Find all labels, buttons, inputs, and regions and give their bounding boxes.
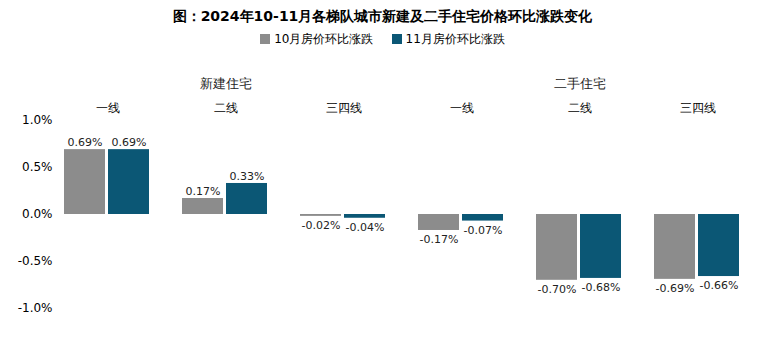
html-text:11月房价环比涨跌: 11月房价环比涨跌 xyxy=(405,31,505,46)
svg-text:-0.5%: -0.5% xyxy=(18,254,53,268)
svg-text:新建住宅: 新建住宅 xyxy=(200,76,252,91)
svg-text:-0.17%: -0.17% xyxy=(420,233,459,246)
svg-text:0.5%: 0.5% xyxy=(22,160,53,174)
svg-text:一线: 一线 xyxy=(450,101,474,115)
html-text:图：2024年10-11月各梯队城市新建及二手住宅价格环比涨: 图：2024年10-11月各梯队城市新建及二手住宅价格环比涨跌变化 xyxy=(172,8,593,24)
svg-text:-0.07%: -0.07% xyxy=(464,224,503,237)
svg-text:0.17%: 0.17% xyxy=(186,185,221,198)
svg-text:-0.04%: -0.04% xyxy=(346,221,385,234)
svg-text:0.0%: 0.0% xyxy=(22,207,53,221)
svg-text:二线: 二线 xyxy=(214,101,238,115)
svg-text:二手住宅: 二手住宅 xyxy=(554,76,606,91)
svg-text:-0.66%: -0.66% xyxy=(700,279,739,292)
svg-text:一线: 一线 xyxy=(96,101,120,115)
svg-text:0.69%: 0.69% xyxy=(112,136,147,149)
svg-text:-0.70%: -0.70% xyxy=(538,283,577,296)
svg-text:-1.0%: -1.0% xyxy=(18,301,53,315)
svg-text:二线: 二线 xyxy=(568,101,592,115)
svg-text:三四线: 三四线 xyxy=(326,101,362,115)
svg-text:三四线: 三四线 xyxy=(680,101,716,115)
html-text:10月房价环比涨跌: 10月房价环比涨跌 xyxy=(274,31,374,46)
svg-text:-0.69%: -0.69% xyxy=(656,282,695,295)
svg-text:1.0%: 1.0% xyxy=(22,113,53,127)
svg-text:0.33%: 0.33% xyxy=(230,170,265,183)
svg-text:-0.02%: -0.02% xyxy=(302,219,341,232)
svg-text:0.69%: 0.69% xyxy=(68,136,103,149)
svg-text:-0.68%: -0.68% xyxy=(582,281,621,294)
